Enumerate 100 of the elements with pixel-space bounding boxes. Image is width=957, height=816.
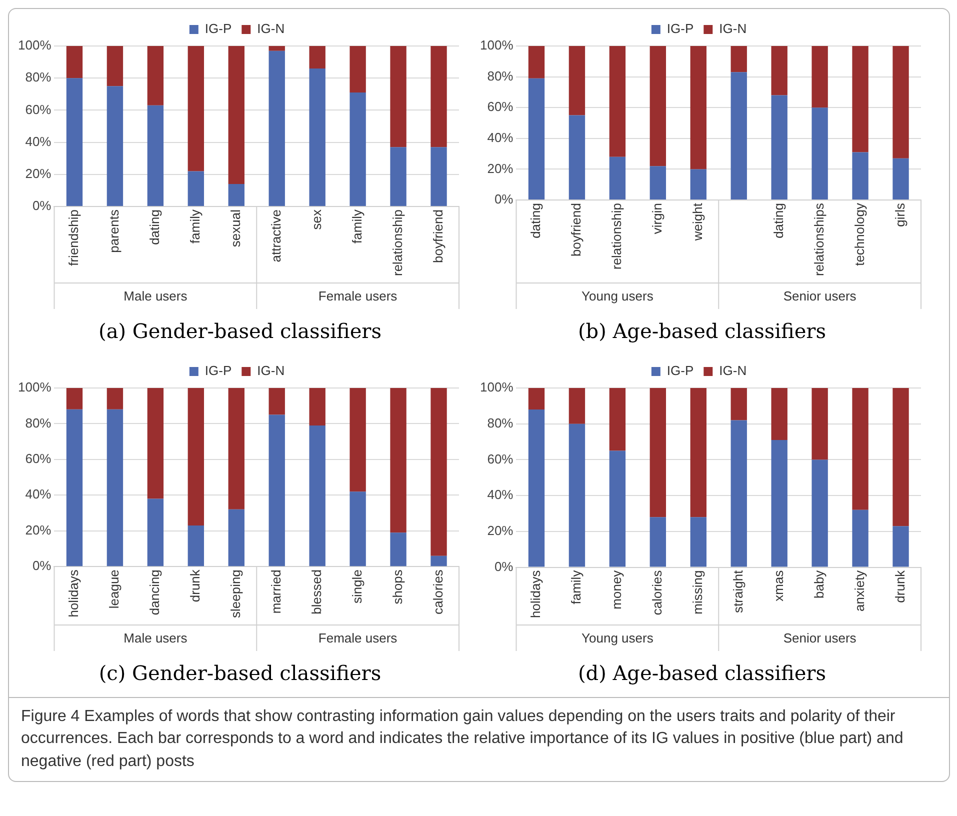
y-tick-label: 80%: [487, 415, 514, 430]
x-tick-label: missing: [690, 570, 705, 614]
y-tick-label: 60%: [25, 102, 52, 117]
bar: [188, 171, 204, 206]
y-tick-label: 100%: [480, 380, 514, 395]
bar: [268, 414, 285, 566]
bar: [66, 409, 83, 566]
y-tick-label: 0%: [32, 198, 52, 214]
bar: [771, 440, 788, 567]
bar: [812, 388, 828, 460]
legend-label: IG-N: [719, 21, 747, 36]
bar: [650, 46, 666, 166]
legend-label: IG-P: [204, 21, 232, 36]
bar: [309, 426, 326, 566]
y-tick-label: 60%: [25, 451, 52, 466]
bar: [390, 46, 406, 148]
x-tick-label: parents: [106, 209, 122, 253]
x-tick-label: girls: [892, 202, 908, 227]
x-tick-label: dating: [528, 203, 544, 238]
y-tick-label: 100%: [18, 38, 52, 53]
bar: [812, 460, 828, 567]
bar: [106, 388, 124, 410]
bar: [188, 46, 204, 172]
x-tick-label: weight: [690, 202, 705, 242]
x-tick-label: calories: [649, 570, 664, 616]
bar: [390, 532, 406, 566]
bar: [228, 46, 244, 184]
bar: [852, 46, 868, 152]
y-tick-label: 80%: [487, 68, 514, 84]
bar: [892, 158, 909, 200]
bar: [690, 169, 706, 200]
text: (c) Gender-based classifiers: [98, 661, 382, 685]
x-tick-label: calories: [430, 569, 446, 614]
bar: [852, 152, 868, 200]
bar: [771, 46, 788, 96]
bar: [852, 388, 868, 510]
x-tick-label: drunk: [892, 570, 908, 603]
x-tick-label: shops: [390, 569, 405, 604]
bar: [650, 388, 666, 518]
x-tick-label: family: [568, 570, 584, 604]
bar: [730, 420, 747, 567]
x-tick-label: single: [349, 570, 364, 604]
x-tick-label: virgin: [649, 203, 664, 234]
bar: [650, 166, 666, 200]
bar: [350, 492, 366, 566]
x-tick-label: married: [268, 570, 284, 614]
bar: [309, 68, 326, 206]
x-tick-label: family: [187, 209, 202, 244]
legend-label: IG-N: [257, 21, 285, 36]
x-tick-label: money: [609, 570, 624, 610]
bar: [771, 95, 788, 200]
text: (d) Age-based classifiers: [578, 661, 826, 685]
bar: [568, 46, 586, 116]
y-tick-label: 20%: [487, 523, 514, 538]
bar: [609, 450, 626, 567]
bar: [568, 388, 586, 424]
x-tick-label: sexual: [228, 209, 243, 248]
x-tick-label: league: [106, 570, 122, 609]
y-tick-label: 60%: [487, 99, 514, 114]
y-tick-label: 80%: [25, 415, 52, 430]
x-tick-label: blessed: [308, 570, 324, 614]
bar: [106, 46, 124, 86]
x-tick-label: friendship: [66, 210, 82, 266]
bar: [812, 46, 828, 108]
y-tick-label: 40%: [25, 486, 52, 502]
bar: [568, 424, 586, 567]
x-tick-label: dating: [770, 203, 786, 238]
bar: [609, 46, 626, 157]
bar: [66, 388, 83, 410]
legend-label: IG-P: [666, 21, 694, 36]
text: (a) Gender-based classifiers: [98, 319, 382, 343]
bar: [690, 46, 706, 170]
x-tick-label: boyfriend: [568, 203, 584, 256]
bar: [430, 147, 447, 206]
bar: [228, 388, 244, 510]
y-tick-label: 100%: [18, 380, 52, 395]
bar: [430, 388, 447, 556]
x-tick-label: holidays: [528, 570, 544, 618]
bar: [730, 46, 747, 72]
text: Young users: [582, 630, 654, 646]
bar: [106, 86, 124, 206]
text: Female users: [318, 630, 398, 646]
bar: [528, 388, 545, 410]
bar: [771, 388, 788, 440]
x-tick-label: relationships: [811, 202, 826, 276]
bar: [892, 46, 909, 158]
y-tick-label: 20%: [25, 522, 52, 538]
caption: Figure 4 Examples of words that show contrasting information gain values depending on the users traits and polarity of their occurrences. Each bar corresponds to a word and indicates the relative importance of its IG values in positive (blue part) and negative (red part) posts: [21, 707, 904, 772]
text: Female users: [318, 288, 398, 304]
bar: [528, 78, 545, 200]
bar: [609, 388, 626, 451]
y-tick-label: 100%: [480, 38, 514, 53]
y-tick-label: 80%: [25, 70, 52, 85]
bar: [390, 388, 406, 533]
bar: [228, 509, 244, 566]
x-tick-label: family: [349, 209, 364, 244]
bar: [730, 72, 747, 200]
legend-label: IG-N: [257, 363, 285, 378]
bar: [66, 46, 83, 78]
bar: [268, 46, 285, 51]
